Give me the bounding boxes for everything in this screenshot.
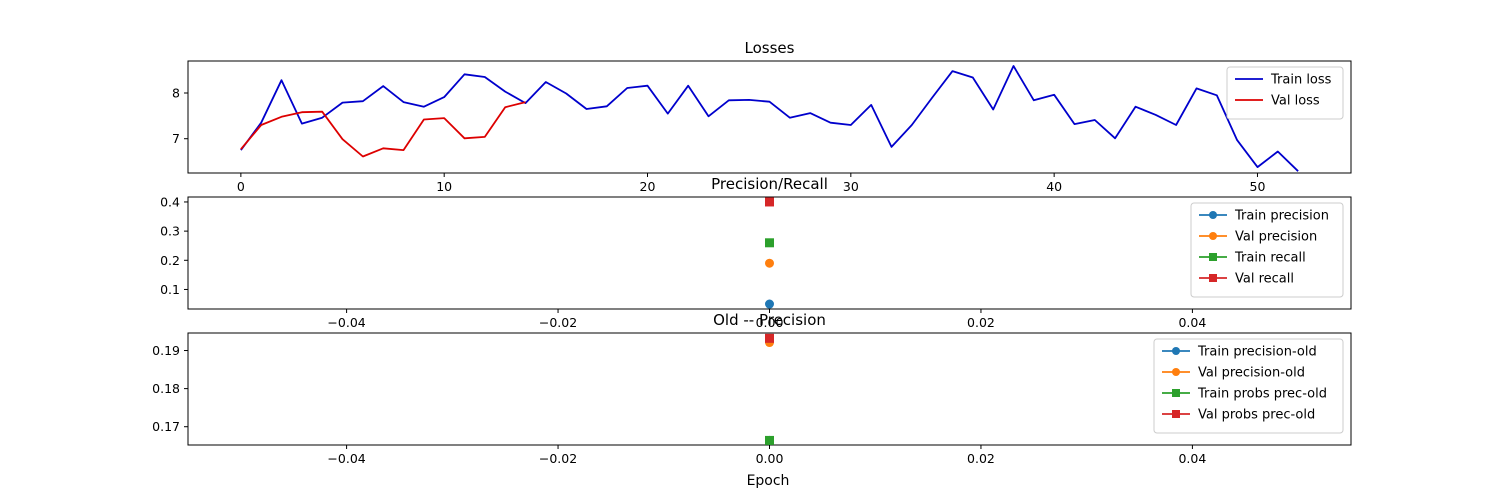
- x-tick-label: −0.02: [539, 451, 577, 466]
- x-tick-label: 0.04: [1178, 451, 1206, 466]
- chart-precision-recall: Precision/Recall −0.04 −0.02 0.00 0.02 0.04 0.…: [160, 175, 1352, 330]
- x-tick-label: 0.02: [967, 451, 995, 466]
- data-point: [765, 435, 774, 445]
- chart-losses: Losses 0 10 20 30 40 50 7 8 Train loss Val loss: [172, 39, 1352, 194]
- legend-entry-train-probs-prec-old: Train probs prec-old: [1162, 387, 1327, 402]
- legend-entry-val-loss: Val loss: [1235, 94, 1320, 109]
- x-tick-label: −0.04: [327, 315, 365, 330]
- x-tick-label: −0.04: [327, 451, 365, 466]
- series-line: [240, 101, 526, 158]
- y-tick-label: 0.17: [152, 419, 180, 434]
- legend-entry-train-precision: Train precision: [1199, 209, 1329, 224]
- series-val-precision: [765, 258, 774, 268]
- legend: Train precision-old Val precision-old Trai…: [1153, 338, 1344, 434]
- legend-marker: [1209, 253, 1217, 261]
- legend-marker: [1172, 389, 1180, 397]
- x-tick-label: 30: [843, 179, 859, 194]
- x-tick-label: 10: [436, 179, 452, 194]
- y-tick-label: 0.4: [160, 194, 180, 209]
- legend-box: [1226, 66, 1344, 120]
- y-tick-label: 8: [172, 86, 180, 101]
- series-val-loss: [240, 101, 526, 158]
- legend-label: Val loss: [1271, 94, 1320, 109]
- data-point: [765, 299, 774, 309]
- chart-old-precision: Old -- Precision −0.04 −0.02 0.00 0.02 0.04 0.…: [152, 311, 1352, 466]
- legend-label: Val probs prec-old: [1198, 408, 1315, 423]
- x-tick-label: 40: [1046, 179, 1062, 194]
- y-tick-label: 7: [172, 131, 180, 146]
- y-tick-label: 0.1: [160, 282, 180, 297]
- y-tick-label: 0.2: [160, 253, 180, 268]
- data-point: [765, 333, 774, 343]
- x-tick-label: 0.00: [756, 315, 784, 330]
- legend-entry-train-loss: Train loss: [1235, 73, 1332, 88]
- legend-marker: [1172, 410, 1180, 418]
- x-tick-label: −0.02: [539, 315, 577, 330]
- legend-label: Train precision: [1234, 209, 1329, 224]
- chart-title: Precision/Recall: [711, 175, 828, 193]
- y-tick-label: 0.19: [152, 343, 180, 358]
- legend-entry-val-recall: Val recall: [1199, 272, 1294, 287]
- legend-entry-train-precision-old: Train precision-old: [1162, 345, 1317, 360]
- legend: Train loss Val loss: [1226, 66, 1344, 120]
- series-train-precision: [765, 299, 774, 309]
- series-val-probs-prec-old: [765, 333, 774, 343]
- legend-box: [1153, 338, 1344, 434]
- legend-entry-val-probs-prec-old: Val probs prec-old: [1162, 408, 1315, 423]
- legend-marker: [1209, 232, 1217, 240]
- plot-frame: [187, 60, 1352, 174]
- x-tick-label: 50: [1250, 179, 1266, 194]
- x-tick-label: 0.04: [1178, 315, 1206, 330]
- x-tick-label: 0.02: [967, 315, 995, 330]
- x-tick-label: 20: [640, 179, 656, 194]
- data-point: [765, 238, 774, 248]
- legend-label: Train probs prec-old: [1197, 387, 1327, 402]
- data-point: [765, 258, 774, 268]
- legend-label: Val recall: [1235, 272, 1294, 287]
- x-tick-label: 0.00: [756, 451, 784, 466]
- series-val-recall: [765, 197, 774, 207]
- chart-title: Old -- Precision: [713, 311, 826, 329]
- y-tick-label: 0.3: [160, 224, 180, 239]
- legend: Train precision Val precision Train recall…: [1190, 202, 1344, 298]
- series-train-recall: [765, 238, 774, 248]
- legend-label: Train recall: [1234, 251, 1306, 266]
- series-train-loss: [240, 65, 1299, 172]
- legend-entry-train-recall: Train recall: [1199, 251, 1306, 266]
- series-line: [240, 65, 1299, 172]
- legend-label: Train loss: [1270, 73, 1332, 88]
- legend-marker: [1209, 211, 1217, 219]
- figure-xlabel: Epoch: [747, 473, 790, 489]
- chart-title: Losses: [745, 39, 795, 57]
- series-train-probs-prec-old: [765, 435, 774, 445]
- legend-marker: [1172, 347, 1180, 355]
- x-tick-label: 0: [237, 179, 245, 194]
- legend-marker: [1209, 274, 1217, 282]
- legend-box: [1190, 202, 1344, 298]
- legend-label: Val precision: [1235, 230, 1317, 245]
- y-tick-label: 0.18: [152, 381, 180, 396]
- legend-entry-val-precision: Val precision: [1199, 230, 1317, 245]
- legend-label: Val precision-old: [1198, 366, 1305, 381]
- legend-marker: [1172, 368, 1180, 376]
- data-point: [765, 197, 774, 207]
- legend-entry-val-precision-old: Val precision-old: [1162, 366, 1305, 381]
- legend-label: Train precision-old: [1197, 345, 1317, 360]
